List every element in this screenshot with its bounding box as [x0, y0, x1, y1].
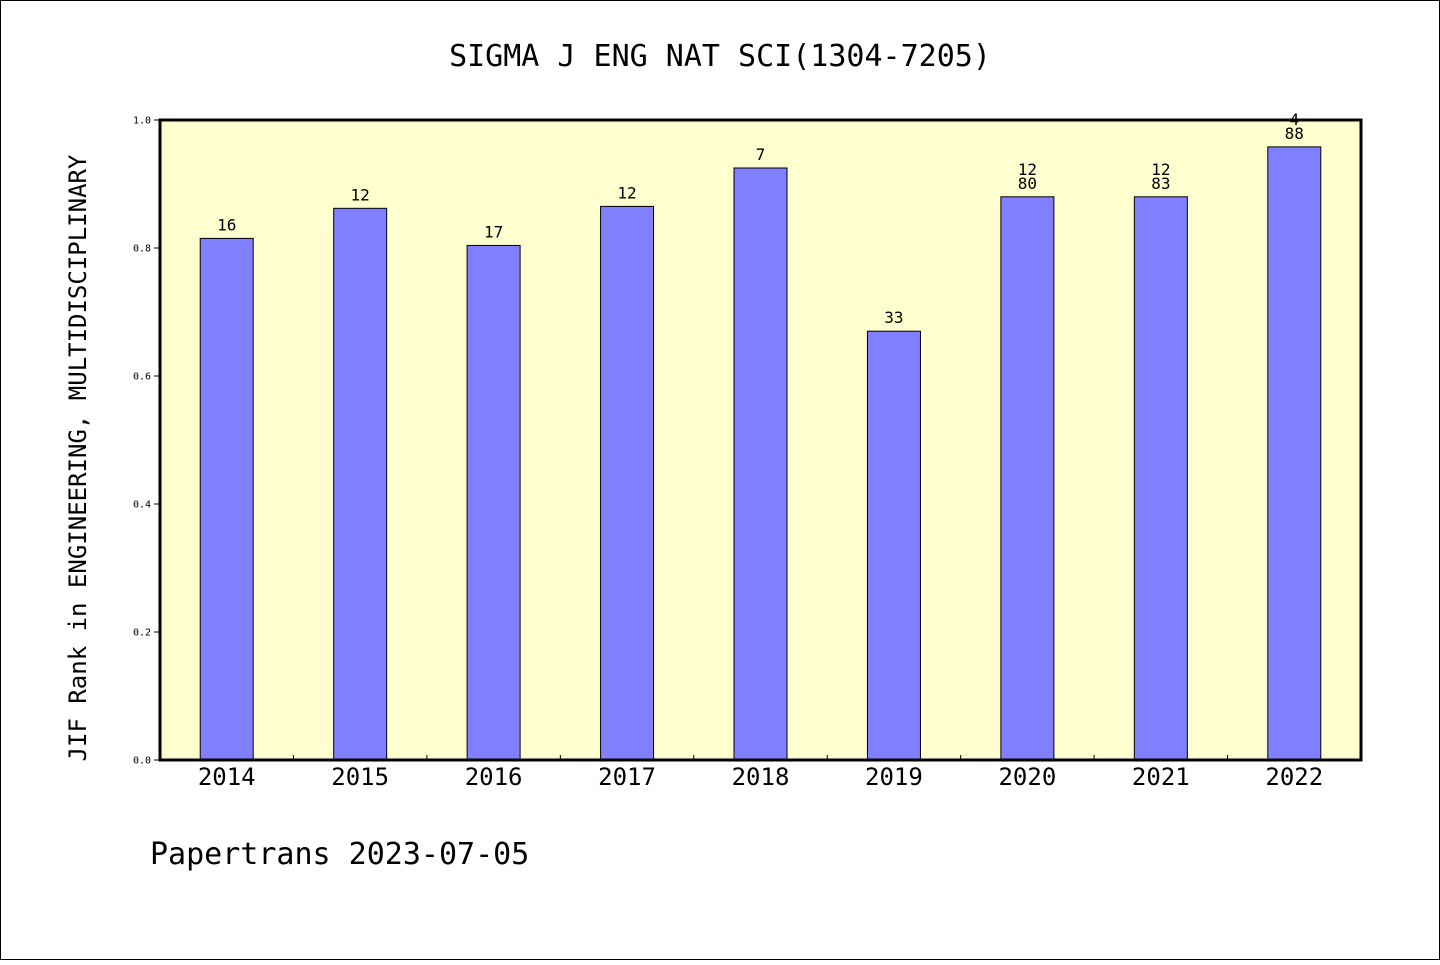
bar-label-2018-1: 7	[756, 145, 766, 164]
bar-label-2014-1: 16	[217, 215, 236, 234]
y-tick-label-0.8: 0.8	[133, 244, 151, 255]
x-tick-label-2020: 2020	[998, 763, 1056, 791]
bar-label-2019-1: 33	[884, 308, 903, 327]
x-tick-label-2022: 2022	[1265, 763, 1323, 791]
bar-label-2021-2: 83	[1151, 174, 1170, 193]
bar-label-2016-1: 17	[484, 222, 503, 241]
bar-2016	[466, 244, 521, 761]
y-tick-label-0.6: 0.6	[133, 372, 151, 383]
footer-text: Papertrans 2023-07-05	[150, 837, 529, 872]
y-tick-label-1.0: 1.0	[133, 116, 151, 127]
y-tick-label-0.0: 0.0	[133, 756, 151, 767]
bar-label-2017-1: 12	[617, 183, 636, 202]
bar-2021	[1133, 196, 1188, 761]
bar-label-2021-1: 12	[1151, 160, 1170, 179]
bar-2014	[199, 237, 254, 761]
bar-2017	[600, 205, 655, 761]
bars-group	[199, 146, 1322, 761]
bar-label-2015-1: 12	[351, 185, 370, 204]
bar-2018	[733, 167, 788, 761]
bar-label-2020-2: 80	[1018, 174, 1037, 193]
x-tick-label-2015: 2015	[331, 763, 389, 791]
y-tick-label-0.4: 0.4	[133, 500, 151, 511]
y-tick-label-0.2: 0.2	[133, 628, 151, 639]
chart-title: SIGMA J ENG NAT SCI(1304-7205)	[449, 39, 991, 74]
bar-label-2022-2: 88	[1285, 124, 1304, 143]
bar-label-2020-1: 12	[1018, 160, 1037, 179]
bar-2015	[333, 207, 388, 761]
x-tick-label-2014: 2014	[198, 763, 256, 791]
bar-2019	[866, 330, 921, 761]
x-tick-label-2017: 2017	[598, 763, 656, 791]
x-tick-label-2016: 2016	[465, 763, 523, 791]
bar-2022	[1267, 146, 1322, 761]
x-tick-label-2019: 2019	[865, 763, 923, 791]
plot-border	[158, 118, 1363, 762]
y-axis-label: JIF Rank in ENGINEERING, MULTIDISCIPLINA…	[64, 154, 92, 761]
x-tick-label-2018: 2018	[732, 763, 790, 791]
bar-2020	[1000, 196, 1055, 761]
x-tick-label-2021: 2021	[1132, 763, 1190, 791]
x-axis-ticks: 2014 2015 2016 2017 2018 2019 2020 2021 2022	[198, 755, 1323, 791]
